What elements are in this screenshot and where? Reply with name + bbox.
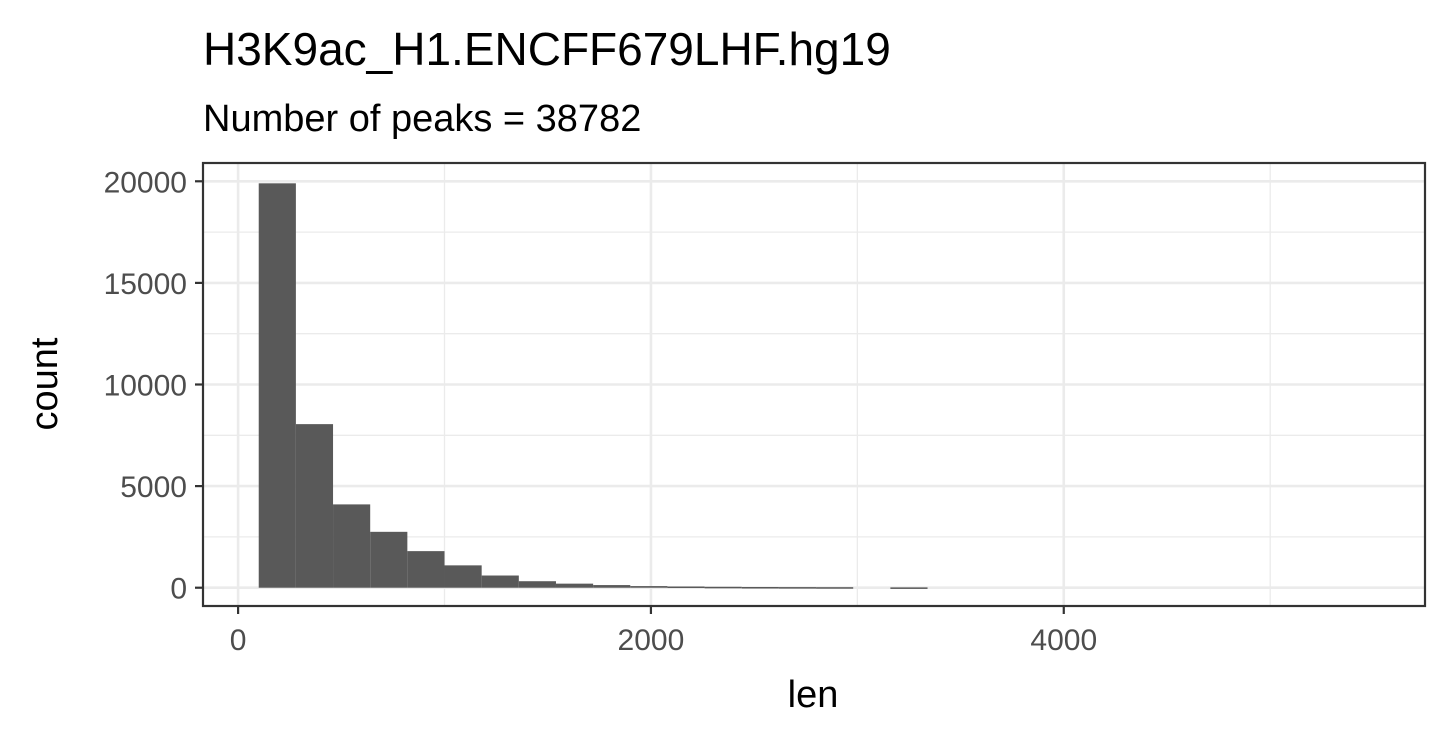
y-tick-label: 5000 xyxy=(120,471,187,504)
histogram-bar xyxy=(258,183,296,588)
histogram-bar xyxy=(816,587,854,589)
x-axis-tick-labels: 0 2000 4000 xyxy=(230,624,1097,657)
histogram-bar xyxy=(741,586,779,589)
histogram-bar xyxy=(778,587,817,589)
histogram-bar xyxy=(518,581,556,588)
histogram-bar xyxy=(555,583,594,588)
x-tick-label: 2000 xyxy=(618,624,685,657)
histogram-bar xyxy=(704,586,742,589)
histogram-bar xyxy=(481,575,519,588)
axis-ticks xyxy=(195,180,1065,614)
y-tick-label: 10000 xyxy=(104,370,187,403)
histogram-bar xyxy=(890,587,928,589)
histogram-bar xyxy=(407,551,445,588)
histogram-bars xyxy=(258,183,928,589)
histogram-bar xyxy=(593,585,631,588)
histogram-bar xyxy=(295,424,334,588)
y-axis-title: count xyxy=(24,337,66,430)
x-axis-title: len xyxy=(788,674,839,716)
histogram-bar xyxy=(370,531,408,588)
histogram-bar xyxy=(630,586,668,588)
histogram-bar xyxy=(444,565,482,588)
y-axis-tick-labels: 0 5000 10000 15000 20000 xyxy=(104,166,187,605)
x-tick-label: 0 xyxy=(230,624,247,657)
chart-title: H3K9ac_H1.ENCFF679LHF.hg19 xyxy=(203,23,891,75)
y-tick-label: 15000 xyxy=(104,268,187,301)
y-tick-label: 20000 xyxy=(104,166,187,199)
y-tick-label: 0 xyxy=(170,573,187,606)
chart-subtitle: Number of peaks = 38782 xyxy=(203,98,641,140)
histogram-bar xyxy=(667,586,705,588)
histogram-bar xyxy=(333,504,371,588)
x-tick-label: 4000 xyxy=(1030,624,1097,657)
